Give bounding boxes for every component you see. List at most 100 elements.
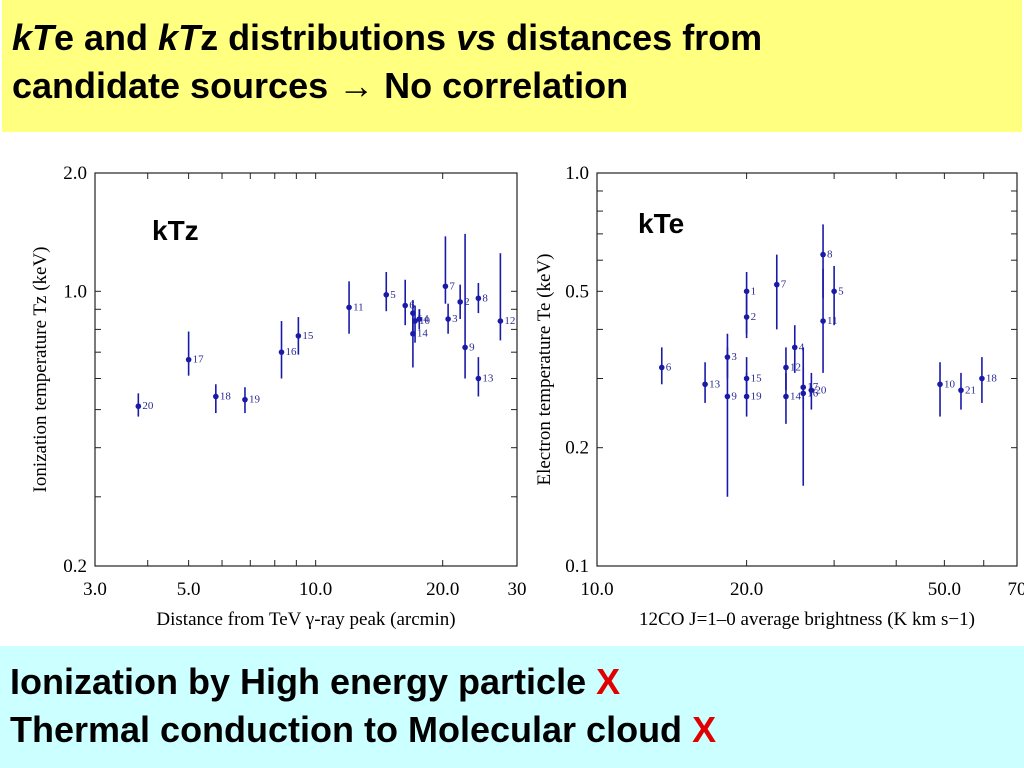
chart-kTz: 3.0 5.0 10.0 20.0 30 0.2 1.0 2.0 Distance from T…: [30, 163, 527, 630]
point-label: 6: [666, 361, 672, 373]
point-label: 13: [709, 378, 721, 390]
data-point-11: 11: [820, 268, 838, 373]
point-label: 8: [827, 249, 833, 261]
point-marker: [831, 288, 837, 295]
data-point-2: 2: [457, 284, 470, 320]
data-point-8: 8: [820, 224, 833, 299]
point-label: 11: [827, 315, 838, 327]
point-marker: [402, 302, 408, 309]
point-label: 4: [799, 341, 805, 353]
point-label: 18: [986, 372, 998, 384]
point-marker: [724, 393, 731, 400]
data-point-18: 18: [979, 357, 997, 403]
y-tick-label: 0.1: [565, 556, 589, 577]
point-marker: [295, 333, 302, 339]
point-marker: [820, 318, 826, 324]
point-marker: [278, 349, 285, 355]
point-marker: [979, 375, 985, 382]
point-label: 16: [807, 387, 819, 399]
data-point-8: 8: [475, 282, 488, 314]
point-marker: [457, 299, 463, 305]
point-label: 19: [751, 390, 763, 402]
point-label: 11: [353, 301, 364, 313]
point-marker: [937, 381, 943, 388]
point-marker: [475, 375, 482, 382]
point-marker: [958, 387, 964, 394]
point-label: 3: [452, 313, 458, 325]
x-tick-label: 20.0: [426, 579, 459, 600]
data-point-7: 7: [773, 254, 787, 330]
data-point-12: 12: [497, 253, 515, 341]
point-label: 14: [417, 328, 429, 340]
point-label: 10: [419, 315, 431, 327]
data-point-1: 1: [743, 271, 756, 334]
point-label: 14: [790, 390, 802, 402]
point-marker: [416, 316, 423, 322]
point-label: 15: [751, 372, 763, 384]
plot-frame: [596, 172, 1018, 567]
point-label: 4: [423, 313, 429, 325]
plot-frame: [94, 172, 518, 567]
data-point-3: 3: [724, 333, 737, 379]
data-point-15: 15: [295, 317, 314, 355]
data-point-19: 19: [743, 372, 763, 417]
point-marker: [783, 393, 789, 400]
data-point-19: 19: [242, 387, 260, 414]
conclusion-line-2: Thermal conduction to Molecular cloud X: [10, 709, 717, 750]
point-label: 20: [142, 400, 154, 412]
y-tick-label: 0.5: [565, 281, 589, 302]
data-point-5: 5: [383, 271, 396, 312]
point-label: 2: [751, 311, 757, 323]
y-tick-label: 0.2: [63, 556, 87, 577]
point-marker: [773, 281, 780, 288]
title-line-1: kTe and kTz distributions vs distances f…: [12, 17, 763, 58]
data-point-7: 7: [442, 236, 455, 304]
charts-canvas: 3.0 5.0 10.0 20.0 30 0.2 1.0 2.0 Distance from T…: [30, 163, 1024, 630]
point-label: 3: [731, 351, 737, 363]
panel-label: kTe: [638, 208, 684, 239]
point-marker: [442, 283, 449, 290]
data-point-9: 9: [724, 347, 737, 497]
point-marker: [383, 291, 390, 298]
title-line-2: candidate sources → No correlation: [12, 65, 629, 106]
point-label: 17: [807, 381, 819, 393]
point-marker: [702, 381, 708, 388]
point-label: 21: [965, 384, 976, 396]
point-label: 19: [249, 394, 260, 406]
point-marker: [783, 364, 789, 371]
point-marker: [185, 356, 192, 363]
y-axis-label: Ionization temperature Tz (keV): [30, 246, 51, 492]
point-marker: [135, 403, 142, 410]
data-point-10: 10: [937, 362, 956, 417]
point-label: 17: [193, 354, 205, 366]
x-tick-label: 20.0: [730, 579, 763, 600]
point-label: 16: [286, 346, 298, 358]
data-point-6: 6: [658, 347, 672, 385]
point-marker: [462, 344, 468, 351]
point-label: 13: [482, 372, 494, 384]
data-point-14: 14: [410, 311, 429, 368]
x-axis-label: 12CO J=1–0 average brightness (K km s−1): [639, 609, 975, 630]
data-point-4: 4: [416, 309, 429, 330]
data-point-9: 9: [462, 233, 475, 379]
point-marker: [743, 393, 750, 400]
data-point-5: 5: [831, 265, 844, 326]
x-tick-label: 10.0: [580, 579, 613, 600]
conclusion-banner: Ionization by High energy particle X The…: [0, 646, 1024, 768]
point-label: 8: [482, 292, 488, 304]
y-tick-label: 2.0: [63, 163, 87, 184]
data-point-13: 13: [702, 362, 721, 403]
panel-label: kTz: [152, 215, 199, 246]
y-tick-label: 1.0: [63, 281, 87, 302]
data-point-11: 11: [346, 281, 364, 334]
data-point-4: 4: [791, 325, 805, 373]
data-point-3: 3: [445, 303, 458, 334]
title-banner: kTe and kTz distributions vs distances f…: [2, 0, 1022, 132]
point-marker: [346, 304, 352, 311]
chart-kTe: 10.0 20.0 50.0 70 0.1 0.2 0.5 1.0 12CO J=1–0 ave…: [534, 163, 1024, 630]
point-marker: [743, 288, 750, 295]
x-tick-label: 3.0: [83, 579, 107, 600]
point-marker: [791, 344, 798, 351]
point-label: 12: [504, 315, 515, 327]
point-marker: [808, 387, 815, 394]
